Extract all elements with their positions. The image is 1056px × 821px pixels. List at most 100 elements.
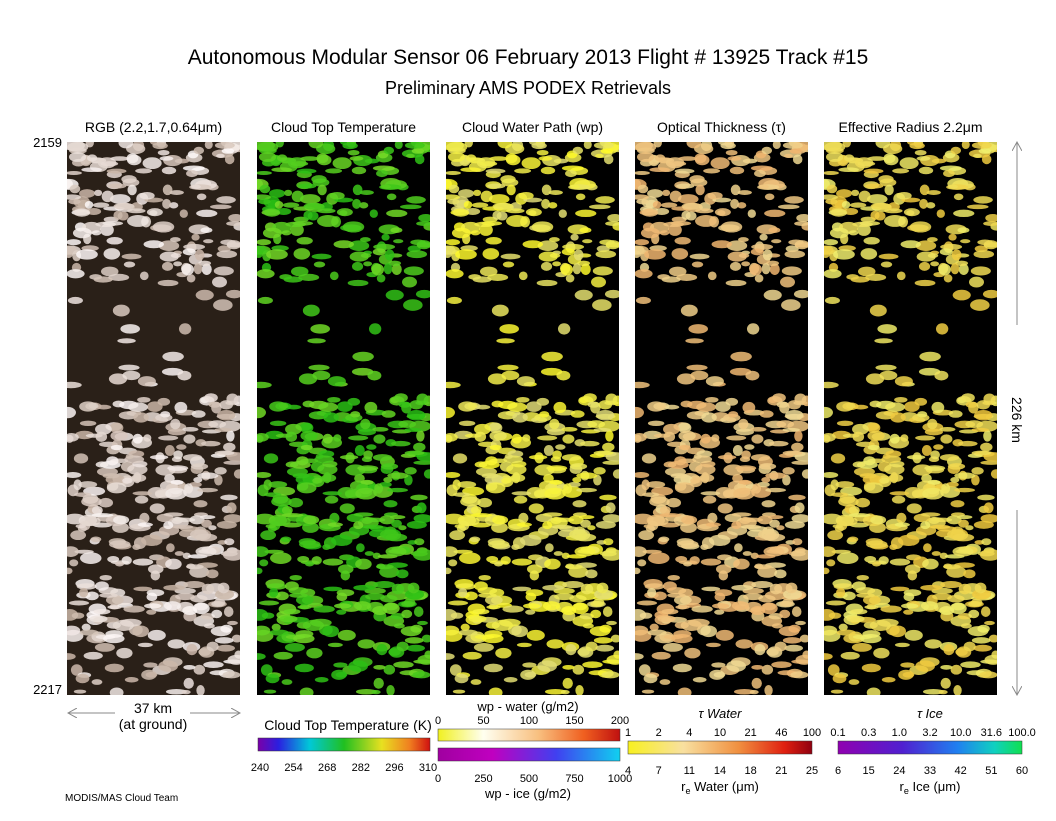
cloud bbox=[707, 512, 718, 524]
cloud bbox=[922, 487, 944, 500]
cloud bbox=[907, 570, 918, 581]
cloud bbox=[454, 524, 465, 529]
cloud bbox=[516, 376, 535, 387]
cloud bbox=[574, 533, 597, 542]
cloud bbox=[308, 142, 324, 149]
cloud bbox=[866, 194, 888, 204]
cloud bbox=[557, 323, 571, 335]
cloud bbox=[738, 418, 749, 430]
cloud bbox=[795, 654, 808, 665]
cloud bbox=[750, 248, 764, 256]
cloud bbox=[927, 418, 938, 430]
cloud bbox=[824, 269, 842, 279]
cloud bbox=[485, 482, 506, 494]
cloud bbox=[223, 606, 234, 617]
cloud bbox=[492, 515, 509, 525]
cloud bbox=[203, 623, 215, 629]
cloud bbox=[354, 473, 365, 483]
cloud bbox=[137, 642, 153, 648]
cloud bbox=[336, 592, 348, 602]
cloud bbox=[196, 209, 218, 218]
cloud bbox=[386, 684, 395, 695]
cloud bbox=[713, 671, 726, 678]
cloud bbox=[787, 400, 801, 410]
cloud bbox=[605, 221, 619, 227]
cloud bbox=[285, 461, 299, 468]
cloud bbox=[974, 410, 993, 421]
cloud bbox=[830, 208, 848, 217]
cloud bbox=[791, 460, 808, 465]
cloud bbox=[485, 168, 506, 174]
cloud bbox=[635, 567, 641, 575]
cloud bbox=[771, 239, 782, 244]
cloud bbox=[915, 435, 936, 441]
cloud bbox=[541, 184, 552, 196]
cloud bbox=[851, 643, 872, 652]
cloud bbox=[935, 323, 949, 335]
cloud bbox=[918, 261, 931, 271]
cloud bbox=[652, 200, 662, 209]
cloud bbox=[74, 492, 92, 497]
cloud bbox=[322, 544, 331, 550]
cloud bbox=[526, 564, 543, 574]
cloud bbox=[157, 279, 179, 287]
cloud bbox=[92, 202, 110, 208]
cloud bbox=[705, 522, 721, 527]
colorbar-tick-label: 200 bbox=[611, 715, 629, 727]
cloud bbox=[917, 411, 928, 418]
cloud bbox=[677, 422, 692, 434]
cloud bbox=[903, 208, 920, 217]
cloud bbox=[446, 142, 468, 153]
cloud bbox=[939, 552, 948, 559]
cloud bbox=[879, 477, 890, 484]
cloud bbox=[201, 440, 221, 447]
cloud bbox=[506, 215, 528, 227]
cloud bbox=[958, 519, 969, 528]
cloud bbox=[102, 473, 120, 479]
cloud bbox=[921, 473, 932, 483]
cloud bbox=[404, 427, 422, 432]
cloud bbox=[94, 581, 109, 591]
cloud bbox=[718, 570, 729, 581]
cloud bbox=[269, 629, 289, 636]
cloud bbox=[863, 237, 880, 245]
cloud bbox=[121, 175, 137, 184]
cloud bbox=[372, 165, 395, 172]
cloud bbox=[524, 671, 537, 678]
cloud bbox=[192, 602, 210, 615]
cloud bbox=[950, 263, 960, 275]
cloud bbox=[220, 239, 236, 246]
cloud bbox=[569, 184, 580, 189]
cloud bbox=[561, 248, 575, 256]
cloud bbox=[67, 625, 81, 636]
cloud bbox=[952, 533, 975, 542]
cloud bbox=[452, 689, 466, 694]
cloud bbox=[604, 289, 619, 299]
cloud bbox=[939, 454, 960, 461]
cloud bbox=[67, 250, 73, 258]
cloud bbox=[720, 142, 736, 150]
cloud bbox=[410, 239, 426, 246]
cloud bbox=[163, 521, 174, 530]
cloud bbox=[576, 487, 597, 493]
colorbar-tick-label: 21 bbox=[745, 727, 757, 739]
cloud bbox=[595, 644, 614, 652]
cloud bbox=[261, 612, 275, 619]
cloud bbox=[353, 521, 364, 530]
cloud bbox=[939, 427, 956, 432]
cloud bbox=[147, 564, 164, 574]
cloud bbox=[668, 266, 687, 277]
cloud bbox=[145, 671, 158, 678]
cloud bbox=[889, 491, 910, 496]
cloud bbox=[333, 662, 348, 668]
cloud bbox=[299, 194, 321, 204]
cloud bbox=[593, 427, 611, 432]
cloud bbox=[970, 266, 991, 276]
cloud bbox=[638, 530, 655, 540]
cloud bbox=[503, 677, 518, 683]
cloud bbox=[412, 548, 430, 561]
cloud bbox=[99, 592, 118, 598]
cloud bbox=[225, 289, 240, 299]
cloud bbox=[612, 469, 619, 479]
panel-image bbox=[67, 142, 240, 695]
